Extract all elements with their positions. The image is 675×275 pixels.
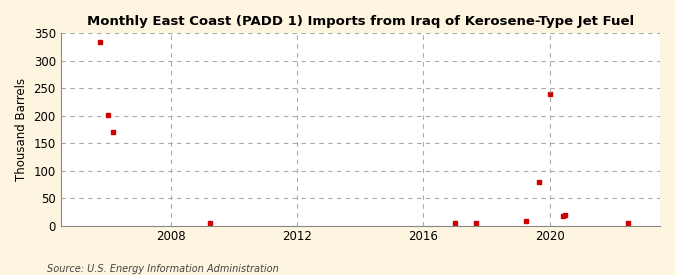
Title: Monthly East Coast (PADD 1) Imports from Iraq of Kerosene-Type Jet Fuel: Monthly East Coast (PADD 1) Imports from… [87,15,634,28]
Y-axis label: Thousand Barrels: Thousand Barrels [15,78,28,181]
Text: Source: U.S. Energy Information Administration: Source: U.S. Energy Information Administ… [47,264,279,274]
